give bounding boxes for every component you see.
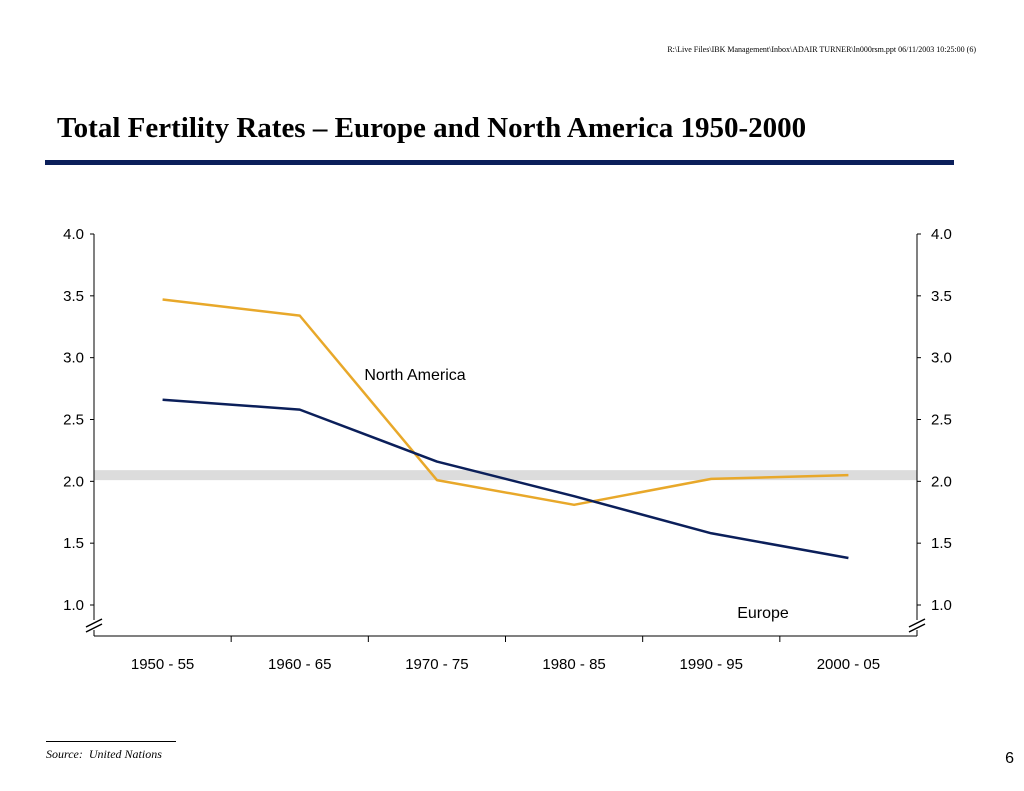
- x-tick-label: 2000 - 05: [817, 656, 880, 673]
- y-tick-label-right: 4.0: [931, 226, 952, 243]
- series-layer: [162, 298, 849, 560]
- title-underline: [45, 160, 954, 165]
- series-line-north-america: [162, 298, 849, 507]
- x-tick-label: 1960 - 65: [268, 656, 331, 673]
- y-tick-label-left: 3.5: [63, 288, 84, 305]
- reference-band: [94, 470, 917, 481]
- series-line-europe: [162, 398, 849, 560]
- y-tick-label-left: 1.5: [63, 535, 84, 552]
- x-tick-label: 1970 - 75: [405, 656, 468, 673]
- source-label: Source:: [46, 747, 83, 761]
- page-title: Total Fertility Rates – Europe and North…: [57, 112, 807, 144]
- y-tick-label-right: 3.5: [931, 288, 952, 305]
- y-tick-label-left: 3.0: [63, 350, 84, 367]
- x-tick-label: 1990 - 95: [680, 656, 743, 673]
- y-tick-label-left: 1.0: [63, 597, 84, 614]
- y-tick-label-right: 2.0: [931, 473, 952, 490]
- series-label-north-america: North America: [364, 367, 465, 384]
- source-note: Source: United Nations: [46, 747, 162, 762]
- y-tick-label-right: 1.5: [931, 535, 952, 552]
- y-tick-label-left: 4.0: [63, 226, 84, 243]
- source-rule: [46, 741, 176, 742]
- axis-break-left-mark: [85, 623, 103, 633]
- axis-break-left-mark: [85, 618, 103, 628]
- reference-band-layer: [94, 470, 917, 481]
- x-tick-label: 1980 - 85: [542, 656, 605, 673]
- fertility-line-chart: 1.0 1.0 1.5 1.5 2.0 2.0 2.5 2.5 3.0 3.0 3.5 3.5 4.0 4…: [63, 226, 952, 673]
- page-number: 6: [1005, 750, 1014, 767]
- file-path: R:\Live Files\IBK Management\Inbox\ADAIR…: [667, 45, 976, 54]
- axis-break-right-mark: [908, 623, 926, 633]
- y-tick-label-left: 2.5: [63, 412, 84, 429]
- axes: 1.0 1.0 1.5 1.5 2.0 2.0 2.5 2.5 3.0 3.0 3.5 3.5 4.0 4…: [63, 226, 952, 673]
- y-tick-label-right: 1.0: [931, 597, 952, 614]
- axis-break-right-mark: [908, 618, 926, 628]
- x-tick-label: 1950 - 55: [131, 656, 194, 673]
- series-labels: North America Europe: [364, 367, 789, 622]
- source-value: United Nations: [88, 747, 162, 761]
- y-tick-label-left: 2.0: [63, 473, 84, 490]
- series-label-europe: Europe: [737, 605, 789, 622]
- y-tick-label-right: 3.0: [931, 350, 952, 367]
- y-tick-label-right: 2.5: [931, 412, 952, 429]
